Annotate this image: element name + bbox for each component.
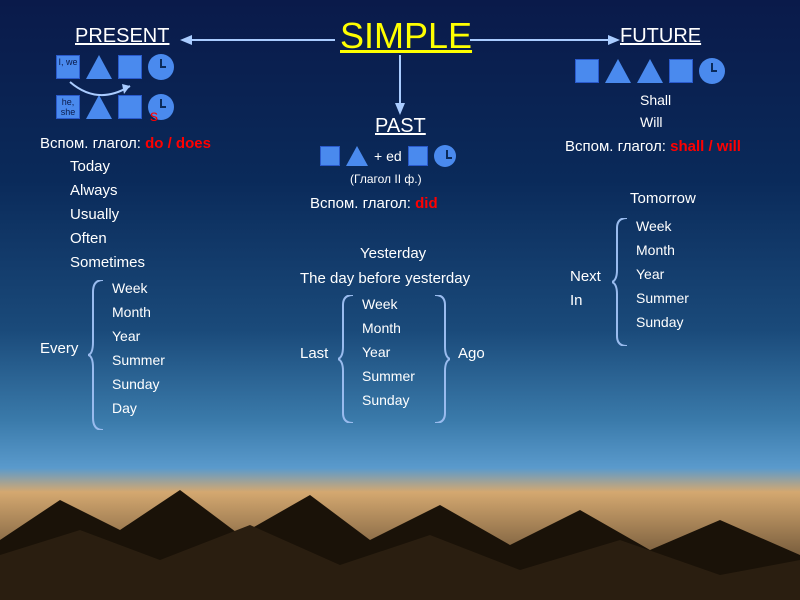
present-word: Always xyxy=(70,182,118,199)
square-icon xyxy=(118,55,142,79)
future-bracket-item: Month xyxy=(636,242,675,258)
future-shapes xyxy=(575,58,725,84)
clock-icon xyxy=(148,54,174,80)
past-word: The day before yesterday xyxy=(300,270,470,287)
square-icon xyxy=(575,59,599,83)
past-verb2: (Глагол II ф.) xyxy=(350,172,422,186)
future-next: Next xyxy=(570,268,601,285)
present-every: Every xyxy=(40,340,78,357)
present-title: PRESENT xyxy=(75,25,169,48)
past-bracket-right xyxy=(430,295,450,423)
future-in: In xyxy=(570,292,583,309)
future-shall: Shall xyxy=(640,92,671,108)
past-last: Last xyxy=(300,345,328,362)
arrow-to-past xyxy=(390,55,410,115)
arrow-to-present xyxy=(180,30,340,50)
present-bracket-item: Year xyxy=(112,328,140,344)
past-bracket-item: Week xyxy=(362,296,398,312)
present-aux: Вспом. глагол: do / does xyxy=(40,135,211,152)
present-word: Often xyxy=(70,230,107,247)
triangle-icon xyxy=(86,55,112,79)
red-s-suffix: s xyxy=(150,108,158,126)
clock-icon xyxy=(699,58,725,84)
square-icon xyxy=(320,146,340,166)
future-aux: Вспом. глагол: shall / will xyxy=(565,138,741,155)
square-icon xyxy=(669,59,693,83)
present-bracket-item: Week xyxy=(112,280,148,296)
clock-icon xyxy=(434,145,456,167)
triangle-icon xyxy=(346,146,368,166)
past-bracket-item: Year xyxy=(362,344,390,360)
future-bracket-item: Sunday xyxy=(636,314,683,330)
mountains-bg xyxy=(0,460,800,600)
triangle-icon xyxy=(637,59,663,83)
past-aux: Вспом. глагол: did xyxy=(310,195,438,212)
present-bracket xyxy=(88,280,108,430)
future-will: Will xyxy=(640,114,663,130)
main-title: SIMPLE xyxy=(340,15,472,57)
future-bracket-item: Year xyxy=(636,266,664,282)
present-shapes-1: I, we xyxy=(56,54,174,80)
future-bracket-item: Week xyxy=(636,218,672,234)
triangle-icon xyxy=(605,59,631,83)
past-bracket-item: Sunday xyxy=(362,392,409,408)
past-title: PAST xyxy=(375,115,426,138)
present-bracket-item: Day xyxy=(112,400,137,416)
present-bracket-item: Summer xyxy=(112,352,165,368)
past-word: Yesterday xyxy=(360,245,426,262)
square-icon xyxy=(408,146,428,166)
future-word: Tomorrow xyxy=(630,190,696,207)
present-bracket-item: Sunday xyxy=(112,376,159,392)
past-bracket-item: Summer xyxy=(362,368,415,384)
present-word: Sometimes xyxy=(70,254,145,271)
past-bracket-left xyxy=(338,295,358,423)
square-subjects-1: I, we xyxy=(56,55,80,79)
future-bracket xyxy=(612,218,632,346)
past-shapes: + ed xyxy=(320,145,456,167)
present-word: Today xyxy=(70,158,110,175)
past-ago: Ago xyxy=(458,345,485,362)
arrow-to-future xyxy=(470,30,620,50)
past-bracket-item: Month xyxy=(362,320,401,336)
past-ed: + ed xyxy=(374,148,402,164)
present-bracket-item: Month xyxy=(112,304,151,320)
present-word: Usually xyxy=(70,206,119,223)
curve-arrow-s xyxy=(58,78,158,108)
future-title: FUTURE xyxy=(620,25,701,48)
future-bracket-item: Summer xyxy=(636,290,689,306)
